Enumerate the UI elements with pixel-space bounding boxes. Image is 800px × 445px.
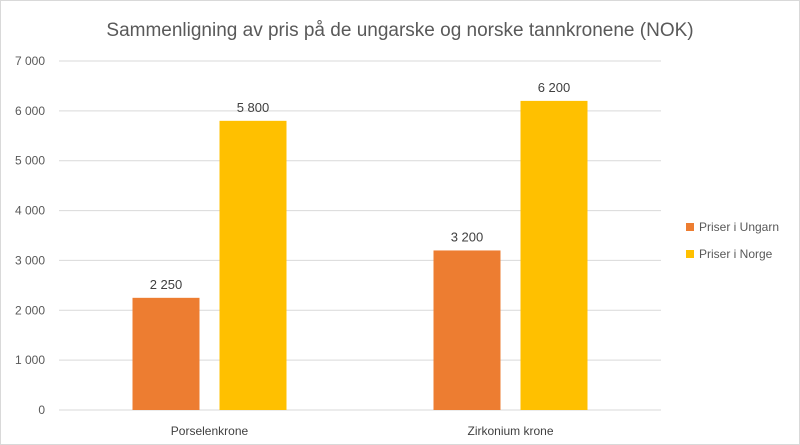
y-tick-label: 0 — [38, 403, 45, 417]
y-tick-label: 6 000 — [15, 104, 45, 118]
y-tick-label: 5 000 — [15, 154, 45, 168]
y-tick-label: 4 000 — [15, 204, 45, 218]
chart-title: Sammenligning av pris på de ungarske og … — [106, 20, 693, 41]
y-tick-label: 1 000 — [15, 353, 45, 367]
y-tick-label: 3 000 — [15, 253, 45, 267]
legend-label: Priser i Norge — [699, 247, 773, 261]
y-tick-label: 2 000 — [15, 303, 45, 317]
category-label: Porselenkrone — [171, 424, 249, 438]
data-labels: 2 250 5 800 3 200 6 200 — [150, 80, 571, 292]
legend-label: Priser i Ungarn — [699, 220, 779, 234]
legend-swatch — [686, 223, 694, 231]
data-label: 2 250 — [150, 277, 183, 292]
y-tick-label: 7 000 — [15, 54, 45, 68]
legend: Priser i Ungarn Priser i Norge — [686, 220, 779, 261]
x-axis: Porselenkrone Zirkonium krone — [171, 424, 554, 438]
data-label: 6 200 — [538, 80, 571, 95]
bar — [433, 250, 501, 410]
bar — [219, 120, 287, 410]
y-axis: 0 1 000 2 000 3 000 4 000 5 000 6 000 7 000 — [15, 54, 45, 417]
bar — [520, 100, 588, 410]
data-label: 3 200 — [451, 229, 484, 244]
bar — [132, 297, 200, 410]
data-label: 5 800 — [237, 100, 270, 115]
bars — [132, 100, 588, 410]
legend-swatch — [686, 250, 694, 258]
category-label: Zirkonium krone — [467, 424, 553, 438]
